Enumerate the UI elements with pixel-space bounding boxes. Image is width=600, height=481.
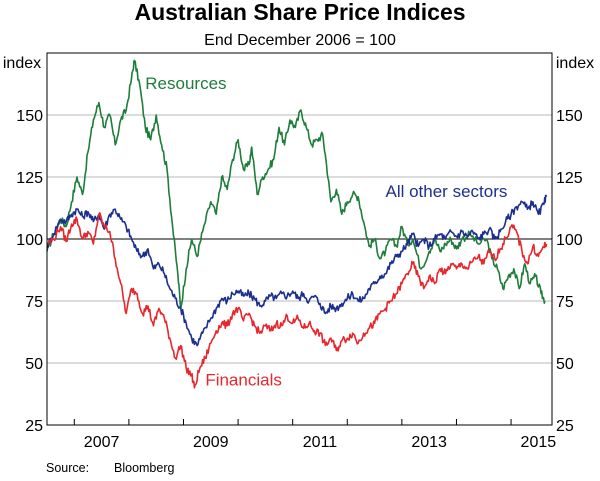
source-label: Source:: [46, 461, 89, 475]
x-tick-label: 2007: [84, 434, 120, 451]
series-line-all-other-sectors: [46, 194, 548, 347]
y-tick-label-left: 125: [16, 170, 43, 187]
y-tick-label-right: 100: [556, 232, 583, 249]
y-tick-label-right: 25: [556, 418, 574, 435]
chart-subtitle: End December 2006 = 100: [204, 32, 396, 49]
y-axis: 25 25 50 50 75 75 100 100 125 125 150 150: [16, 108, 583, 435]
y-tick-label-right: 75: [556, 294, 574, 311]
y-tick-label-right: 125: [556, 170, 583, 187]
y-tick-label-left: 75: [25, 294, 43, 311]
y-axis-label-left: index: [3, 55, 41, 72]
x-tick-label: 2013: [411, 434, 447, 451]
series-label-financials: Financials: [205, 370, 282, 389]
series-line-financials: [46, 212, 548, 389]
y-axis-label-right: index: [556, 55, 594, 72]
chart-title: Australian Share Price Indices: [134, 0, 465, 25]
series-label-resources: Resources: [145, 74, 226, 93]
y-tick-label-left: 150: [16, 108, 43, 125]
series-label-all-other-sectors: All other sectors: [385, 182, 507, 201]
x-tick-label: 2015: [521, 434, 557, 451]
y-tick-label-right: 150: [556, 108, 583, 125]
x-axis: 2007 2009 2011 2013 2015: [73, 419, 557, 451]
y-tick-label-left: 50: [25, 356, 43, 373]
y-tick-label-left: 25: [25, 418, 43, 435]
y-tick-label-right: 50: [556, 356, 574, 373]
source-value: Bloomberg: [114, 461, 174, 475]
x-tick-label: 2009: [193, 434, 229, 451]
series-line-resources: [46, 59, 546, 310]
x-tick-label: 2011: [303, 434, 338, 451]
plot-frame: [46, 52, 553, 426]
y-tick-label-left: 100: [16, 232, 43, 249]
series-group: [46, 59, 548, 389]
